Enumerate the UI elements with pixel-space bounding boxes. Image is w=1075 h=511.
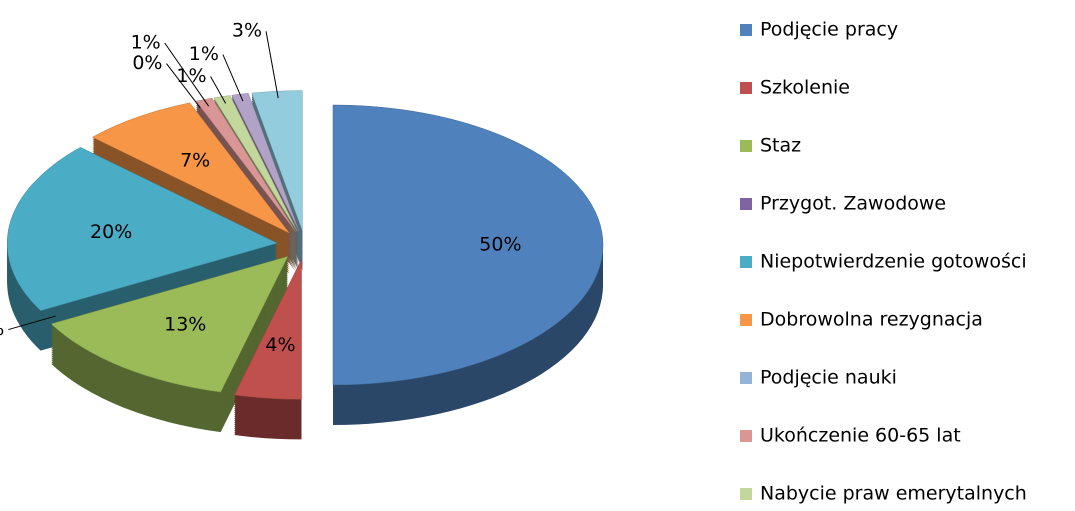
leader-line [8, 315, 56, 331]
leader-line [222, 54, 244, 102]
data-label: 1% [176, 65, 206, 87]
data-label: 0% [132, 52, 162, 74]
legend-label: Szkolenie [760, 77, 850, 99]
legend-swatch [740, 372, 752, 384]
data-label: 1% [189, 43, 219, 65]
legend-label: Niepotwierdzenie gotowości [760, 251, 1027, 273]
legend-swatch [740, 140, 752, 152]
legend-label: Podjęcie nauki [760, 367, 897, 389]
legend-label: Przygot. Zawodowe [760, 193, 946, 215]
legend-label: Nabycie praw emerytalnych [760, 483, 1027, 505]
data-label: 7% [180, 150, 210, 172]
data-label: 20% [90, 221, 132, 243]
legend-swatch [740, 488, 752, 500]
legend-swatch [740, 314, 752, 326]
legend-swatch [740, 430, 752, 442]
data-label: 1% [131, 31, 161, 53]
leader-line [166, 63, 201, 109]
slice [50, 256, 289, 393]
data-label: 0% [0, 318, 4, 340]
legend-swatch [740, 82, 752, 94]
legend-swatch [740, 24, 752, 36]
slice [91, 102, 290, 234]
data-label: 50% [479, 234, 521, 256]
legend-label: Ukończenie 60-65 lat [760, 425, 961, 447]
legend-label: Dobrowolna rezygnacja [760, 309, 983, 331]
slice [332, 104, 604, 386]
legend-swatch [740, 256, 752, 268]
slice [6, 147, 278, 311]
legend-label: Staz [760, 135, 801, 157]
data-label: 3% [232, 20, 262, 42]
leader-line [265, 31, 279, 99]
legend-label: Podjęcie pracy [760, 19, 898, 41]
leader-line [210, 76, 227, 104]
leader-line [164, 42, 210, 107]
slice [233, 259, 302, 400]
legend-swatch [740, 198, 752, 210]
data-label: 13% [164, 314, 206, 336]
data-label: 4% [265, 334, 295, 356]
